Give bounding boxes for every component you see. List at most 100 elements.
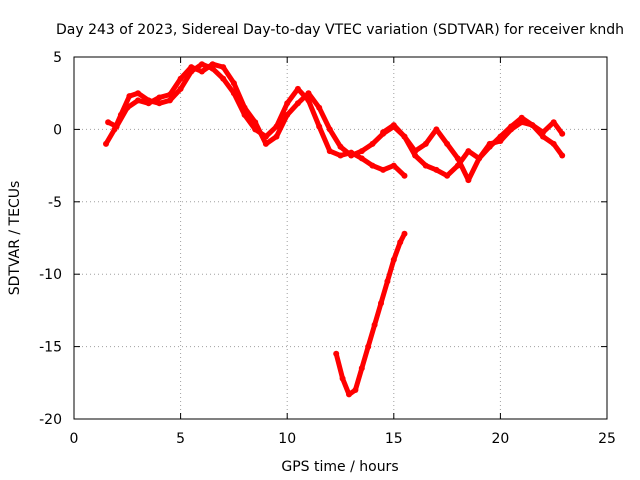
y-tick-label: 0 bbox=[53, 122, 62, 138]
x-tick-label: 20 bbox=[491, 431, 509, 447]
data-point bbox=[156, 100, 163, 107]
data-point bbox=[156, 94, 163, 101]
data-point bbox=[105, 119, 112, 126]
y-tick-labels: 5 0 -5 -10 -15 -20 bbox=[39, 50, 62, 428]
data-point bbox=[384, 278, 391, 285]
data-point bbox=[529, 122, 536, 129]
data-point bbox=[401, 133, 408, 140]
data-point bbox=[433, 126, 440, 133]
data-point bbox=[518, 114, 525, 121]
data-point bbox=[284, 100, 291, 107]
x-tick-labels: 0 5 10 15 20 25 bbox=[70, 431, 616, 447]
data-point bbox=[294, 100, 301, 107]
data-point bbox=[401, 172, 408, 179]
data-point bbox=[390, 122, 397, 129]
data-point bbox=[326, 148, 333, 155]
axis-ticks bbox=[73, 56, 608, 420]
data-point bbox=[294, 85, 301, 92]
data-point bbox=[454, 162, 461, 169]
series-group bbox=[103, 61, 566, 398]
x-tick-label: 15 bbox=[385, 431, 403, 447]
y-axis-label: SDTVAR / TECUs bbox=[7, 181, 23, 296]
data-point bbox=[358, 148, 365, 155]
data-point bbox=[559, 130, 566, 137]
data-point bbox=[365, 343, 372, 350]
x-tick-label: 5 bbox=[176, 431, 185, 447]
y-tick-label: -20 bbox=[39, 412, 62, 428]
data-point bbox=[444, 140, 451, 147]
data-point bbox=[378, 300, 384, 307]
data-point bbox=[241, 104, 248, 111]
data-point bbox=[135, 90, 141, 97]
data-point bbox=[348, 152, 355, 159]
data-point bbox=[198, 68, 205, 75]
data-point bbox=[177, 85, 184, 92]
data-point bbox=[422, 162, 429, 169]
data-point bbox=[209, 61, 216, 68]
data-point bbox=[380, 129, 387, 136]
data-point bbox=[166, 91, 173, 98]
data-point bbox=[305, 90, 312, 97]
series-arc-2 bbox=[105, 61, 397, 158]
data-point bbox=[465, 148, 472, 155]
data-point bbox=[316, 104, 323, 111]
x-tick-label: 25 bbox=[598, 431, 616, 447]
data-point bbox=[401, 230, 408, 237]
y-tick-label: -15 bbox=[39, 340, 62, 356]
data-point bbox=[145, 100, 152, 107]
data-point bbox=[397, 239, 404, 246]
x-tick-label: 10 bbox=[278, 431, 296, 447]
y-tick-label: -5 bbox=[48, 195, 62, 211]
data-point bbox=[177, 75, 184, 82]
data-point bbox=[390, 162, 397, 169]
data-point bbox=[166, 97, 173, 104]
data-point bbox=[369, 140, 376, 147]
chart-title: Day 243 of 2023, Sidereal Day-to-day VTE… bbox=[56, 22, 624, 38]
data-point bbox=[412, 152, 419, 159]
data-point bbox=[358, 155, 365, 162]
data-point bbox=[337, 143, 344, 150]
data-point bbox=[369, 162, 376, 169]
plot-border bbox=[73, 56, 608, 420]
data-point bbox=[337, 152, 344, 159]
data-point bbox=[198, 61, 205, 68]
data-point bbox=[476, 155, 483, 162]
data-point bbox=[113, 123, 120, 130]
data-point bbox=[126, 93, 133, 100]
data-point bbox=[262, 140, 269, 147]
y-tick-label: 5 bbox=[53, 50, 62, 66]
x-tick-label: 0 bbox=[70, 431, 79, 447]
data-point bbox=[339, 375, 346, 382]
data-point bbox=[550, 119, 557, 126]
data-point bbox=[188, 64, 195, 71]
data-point bbox=[371, 321, 378, 328]
data-point bbox=[316, 123, 323, 130]
data-point bbox=[559, 152, 566, 159]
data-point bbox=[508, 123, 515, 130]
x-axis-label: GPS time / hours bbox=[281, 459, 398, 475]
data-point bbox=[380, 166, 387, 173]
data-point bbox=[252, 119, 259, 126]
data-point bbox=[352, 387, 359, 393]
data-point bbox=[444, 172, 451, 179]
data-point bbox=[284, 111, 291, 118]
y-tick-label: -10 bbox=[39, 267, 62, 283]
data-point bbox=[486, 143, 493, 150]
data-point bbox=[390, 256, 397, 263]
data-point bbox=[540, 133, 546, 140]
data-point bbox=[497, 133, 504, 140]
data-point bbox=[220, 75, 227, 82]
data-point bbox=[333, 350, 340, 357]
data-point bbox=[135, 97, 141, 104]
data-point bbox=[326, 126, 333, 133]
data-point bbox=[346, 391, 352, 398]
data-point bbox=[550, 140, 557, 147]
data-point bbox=[273, 133, 280, 140]
data-point bbox=[103, 140, 109, 147]
data-point bbox=[358, 365, 365, 372]
data-point bbox=[465, 177, 472, 184]
data-point bbox=[230, 80, 237, 87]
data-point bbox=[220, 64, 227, 71]
data-point bbox=[433, 166, 440, 173]
